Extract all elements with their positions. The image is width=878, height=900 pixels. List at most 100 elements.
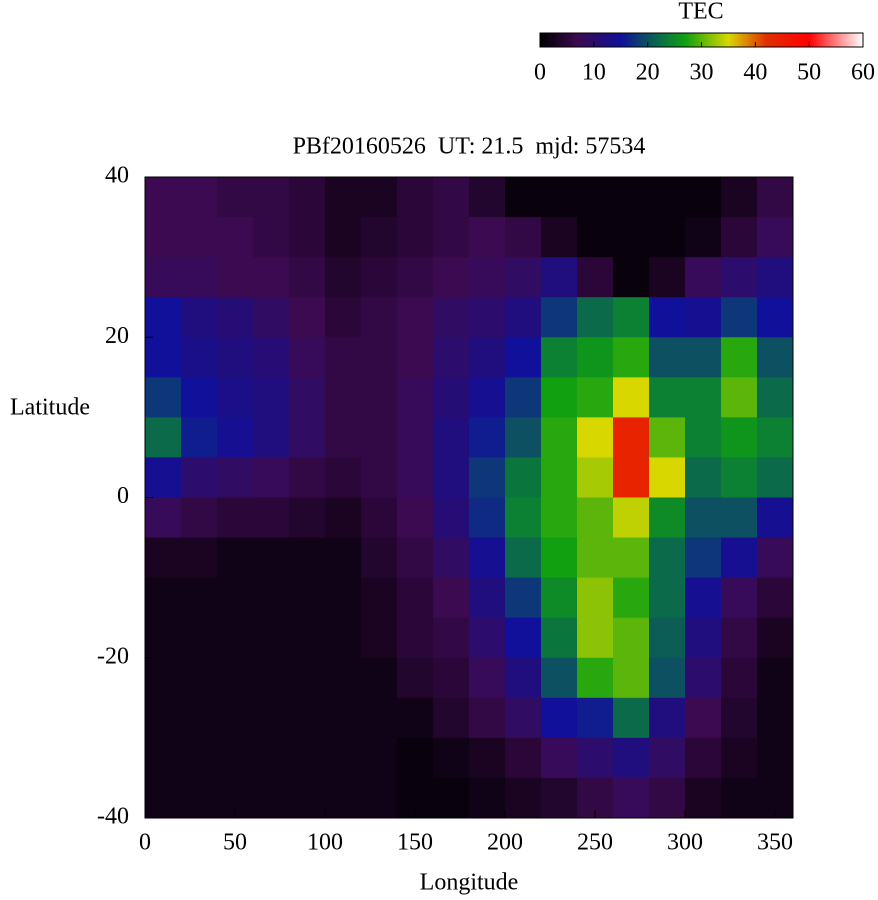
heat-cell bbox=[649, 657, 686, 699]
heat-cell bbox=[433, 577, 470, 619]
heat-cell bbox=[145, 417, 182, 458]
heat-cell bbox=[325, 417, 362, 458]
heat-cell bbox=[397, 497, 434, 539]
heat-cell bbox=[181, 457, 218, 498]
colorbar-tick-label: 30 bbox=[690, 60, 714, 86]
heat-cell bbox=[253, 457, 290, 498]
heat-cell bbox=[505, 457, 542, 498]
heat-cell bbox=[721, 177, 758, 218]
heat-cell bbox=[289, 657, 326, 699]
heat-cell bbox=[181, 577, 218, 619]
heat-cell bbox=[757, 177, 794, 218]
heat-cell bbox=[469, 617, 506, 659]
heat-cell bbox=[721, 617, 758, 659]
heat-cell bbox=[649, 257, 686, 298]
heat-cell bbox=[325, 537, 362, 579]
heat-cell bbox=[685, 337, 722, 378]
heat-cell bbox=[433, 377, 470, 418]
heat-cell bbox=[181, 257, 218, 298]
heat-cell bbox=[505, 297, 542, 338]
heat-cell bbox=[433, 337, 470, 378]
heat-cell bbox=[721, 337, 758, 378]
heat-cell bbox=[577, 497, 614, 539]
heat-cell bbox=[325, 617, 362, 659]
heat-cell bbox=[145, 257, 182, 298]
heat-cell bbox=[325, 657, 362, 699]
colorbar-tick-label: 10 bbox=[582, 60, 606, 86]
heat-cell bbox=[541, 297, 578, 338]
heat-cell bbox=[541, 577, 578, 619]
heat-cell bbox=[613, 457, 650, 498]
x-tick-label: 250 bbox=[577, 830, 613, 856]
heat-cell bbox=[289, 417, 326, 458]
heat-cell bbox=[181, 657, 218, 699]
heat-cell bbox=[181, 697, 218, 739]
heat-cell bbox=[757, 297, 794, 338]
heat-cell bbox=[505, 737, 542, 779]
heat-cell bbox=[253, 737, 290, 779]
heat-cell bbox=[505, 537, 542, 579]
heat-cell bbox=[757, 377, 794, 418]
heat-cell bbox=[757, 417, 794, 458]
y-tick-label: -40 bbox=[97, 804, 129, 830]
heat-cell bbox=[541, 737, 578, 779]
heat-cell bbox=[577, 217, 614, 258]
heat-cell bbox=[397, 697, 434, 739]
heat-cell bbox=[289, 577, 326, 619]
heat-cell bbox=[181, 537, 218, 579]
heat-cell bbox=[505, 657, 542, 699]
heat-cell bbox=[649, 697, 686, 739]
heat-cell bbox=[181, 617, 218, 659]
heat-cell bbox=[325, 377, 362, 418]
heat-cell bbox=[757, 617, 794, 659]
heat-cell bbox=[433, 297, 470, 338]
heat-cell bbox=[397, 257, 434, 298]
heat-cell bbox=[541, 537, 578, 579]
heat-cell bbox=[217, 577, 254, 619]
heat-cell bbox=[757, 217, 794, 258]
heat-cell bbox=[613, 177, 650, 218]
y-tick-label: -20 bbox=[97, 643, 129, 669]
heat-cell bbox=[649, 777, 686, 819]
heat-cell bbox=[217, 617, 254, 659]
heat-cell bbox=[253, 537, 290, 579]
colorbar-tick-label: 40 bbox=[743, 60, 767, 86]
heat-cell bbox=[289, 737, 326, 779]
heat-cell bbox=[217, 497, 254, 539]
heat-cell bbox=[325, 777, 362, 819]
heat-cell bbox=[325, 297, 362, 338]
heat-cell bbox=[145, 777, 182, 819]
heat-cell bbox=[397, 177, 434, 218]
heat-cell bbox=[325, 577, 362, 619]
heat-cell bbox=[613, 617, 650, 659]
heat-cell bbox=[613, 257, 650, 298]
heat-cell bbox=[145, 217, 182, 258]
heat-cell bbox=[649, 737, 686, 779]
heat-cell bbox=[433, 457, 470, 498]
heat-cell bbox=[469, 777, 506, 819]
heat-cell bbox=[541, 697, 578, 739]
y-tick-label: 20 bbox=[105, 323, 129, 349]
heat-cell bbox=[577, 257, 614, 298]
colorbar-tick-label: 0 bbox=[534, 60, 546, 86]
heat-cell bbox=[361, 617, 398, 659]
heat-cell bbox=[649, 217, 686, 258]
heat-cell bbox=[433, 417, 470, 458]
heat-cell bbox=[289, 337, 326, 378]
heat-cell bbox=[289, 217, 326, 258]
heat-cell bbox=[433, 697, 470, 739]
heat-cell bbox=[721, 257, 758, 298]
heat-cell bbox=[541, 657, 578, 699]
heat-cell bbox=[217, 737, 254, 779]
heat-cell bbox=[721, 457, 758, 498]
y-tick-label: 40 bbox=[105, 163, 129, 189]
heat-cell bbox=[145, 617, 182, 659]
heat-cell bbox=[469, 217, 506, 258]
heat-cell bbox=[613, 297, 650, 338]
heat-cell bbox=[685, 217, 722, 258]
heat-cell bbox=[217, 457, 254, 498]
heat-cell bbox=[397, 297, 434, 338]
heat-cell bbox=[253, 257, 290, 298]
heat-cell bbox=[577, 737, 614, 779]
x-tick-label: 300 bbox=[667, 830, 703, 856]
